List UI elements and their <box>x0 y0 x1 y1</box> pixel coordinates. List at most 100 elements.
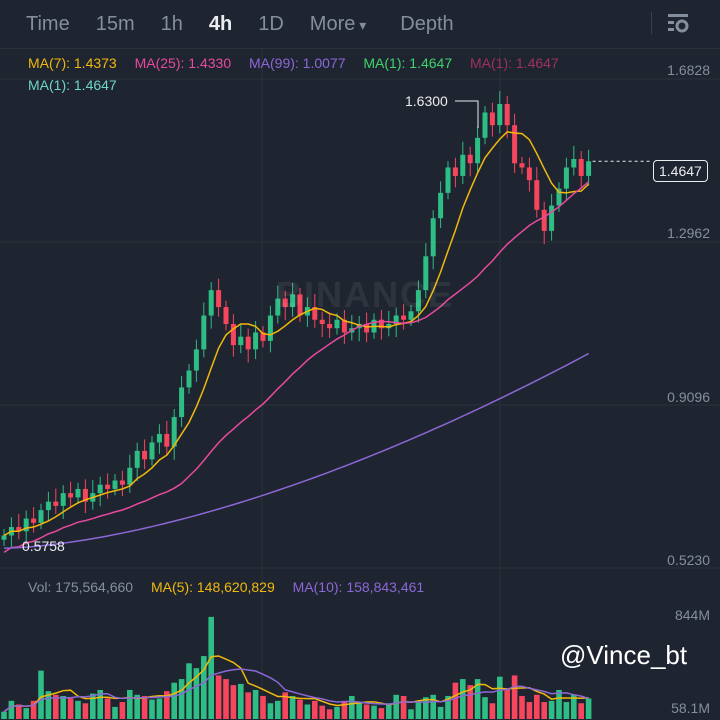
volume-bar <box>319 705 325 719</box>
volume-bar <box>571 694 577 719</box>
volume-bar <box>60 696 66 719</box>
candle-body <box>156 433 162 443</box>
chart-settings-icon[interactable] <box>666 12 690 34</box>
volume-bar <box>423 697 429 719</box>
candle-body <box>223 307 229 324</box>
legend-vol: Vol: 175,564,660 <box>28 579 134 595</box>
candle-body <box>171 417 177 447</box>
volume-bar <box>534 694 540 719</box>
candle-body <box>475 137 481 164</box>
tab-more[interactable]: More <box>310 13 367 36</box>
volume-bar <box>341 700 348 719</box>
candle-body <box>438 192 444 219</box>
volume-bar <box>578 703 584 719</box>
volume-bar <box>386 703 392 719</box>
volume-bar <box>474 679 481 719</box>
candle-body <box>179 387 185 418</box>
ma7-line <box>3 131 590 537</box>
volume-bar <box>252 689 259 719</box>
watermark: BINANCE <box>276 274 455 315</box>
candle-body <box>82 488 88 502</box>
volume-bar <box>230 685 237 719</box>
candle-body <box>549 205 555 231</box>
candle-body <box>541 209 547 231</box>
volume-bar <box>193 668 200 719</box>
tab-depth[interactable]: Depth <box>400 12 454 35</box>
volume-axis-label: 58.1M <box>671 700 710 716</box>
volume-bar <box>489 703 496 719</box>
volume-bar <box>275 700 281 719</box>
candle-body <box>53 501 59 506</box>
candle-body <box>526 167 532 181</box>
volume-bar <box>400 696 407 719</box>
volume-bar <box>526 702 533 719</box>
volume-bar <box>141 696 148 719</box>
candle-body <box>563 167 569 189</box>
candle-body <box>134 450 140 468</box>
ma-legend: MA(7): 1.4373 MA(25): 1.4330 MA(99): 1.0… <box>28 55 573 71</box>
candle-body <box>267 315 273 341</box>
candle-body <box>23 518 29 532</box>
tab-4h[interactable]: 4h <box>208 12 233 35</box>
tab-1d[interactable]: 1D <box>258 12 284 35</box>
volume-bar <box>67 698 74 719</box>
candle-body <box>282 298 288 308</box>
volume-bar <box>149 699 155 719</box>
price-axis-label: 0.9096 <box>667 389 710 405</box>
volume-bar <box>112 706 118 719</box>
volume-bar <box>201 656 207 719</box>
candle-body <box>201 315 207 350</box>
volume-bar <box>260 696 266 719</box>
candle-body <box>260 332 266 341</box>
high-price-label: 1.6300 <box>405 93 448 109</box>
volume-bar <box>156 698 163 719</box>
candle-body <box>578 159 584 176</box>
volume-bar <box>334 706 340 719</box>
candle-body <box>497 104 503 126</box>
candle-body <box>75 488 81 498</box>
candle-body <box>45 501 51 511</box>
volume-bar <box>97 689 103 719</box>
volume-bar <box>215 675 222 719</box>
candle-body <box>60 493 66 506</box>
volume-bar <box>408 709 414 719</box>
candle-body <box>556 188 562 206</box>
candle-body <box>512 125 518 164</box>
volume-bar <box>378 708 385 719</box>
tab-time[interactable]: Time <box>26 12 70 35</box>
volume-bar <box>127 689 133 719</box>
candle-body <box>312 307 318 320</box>
volume-bar <box>30 700 37 719</box>
candle-body <box>408 311 414 320</box>
price-axis-label: 1.6828 <box>667 62 710 78</box>
volume-bar <box>482 697 488 719</box>
volume-bar <box>238 683 244 719</box>
volume-bar <box>460 679 466 719</box>
tab-1h[interactable]: 1h <box>160 12 183 35</box>
volume-ma5-line <box>3 655 589 713</box>
volume-bar <box>415 700 422 719</box>
volume-bar <box>548 700 555 719</box>
volume-bar <box>1 711 7 719</box>
candle-body <box>378 319 384 329</box>
volume-bar <box>164 691 170 719</box>
volume-bar <box>45 691 52 719</box>
legend-ma7: MA(7): 1.4373 <box>28 55 117 71</box>
volume-bar <box>393 694 399 719</box>
volume-bar <box>326 709 333 719</box>
volume-bar <box>267 703 274 719</box>
volume-bar <box>563 702 570 719</box>
volume-bar <box>467 685 473 719</box>
volume-bar <box>452 682 459 719</box>
volume-bar <box>90 693 96 719</box>
interval-tabs: Time 15m 1h 4h 1D More Depth <box>0 0 720 49</box>
tab-15m[interactable]: 15m <box>95 12 135 35</box>
volume-bar <box>445 696 451 719</box>
volume-bar <box>134 694 140 719</box>
volume-bar <box>430 694 436 719</box>
volume-bar <box>519 696 525 719</box>
volume-bar <box>82 703 89 719</box>
candle-body <box>216 290 222 308</box>
volume-bar <box>289 696 296 719</box>
